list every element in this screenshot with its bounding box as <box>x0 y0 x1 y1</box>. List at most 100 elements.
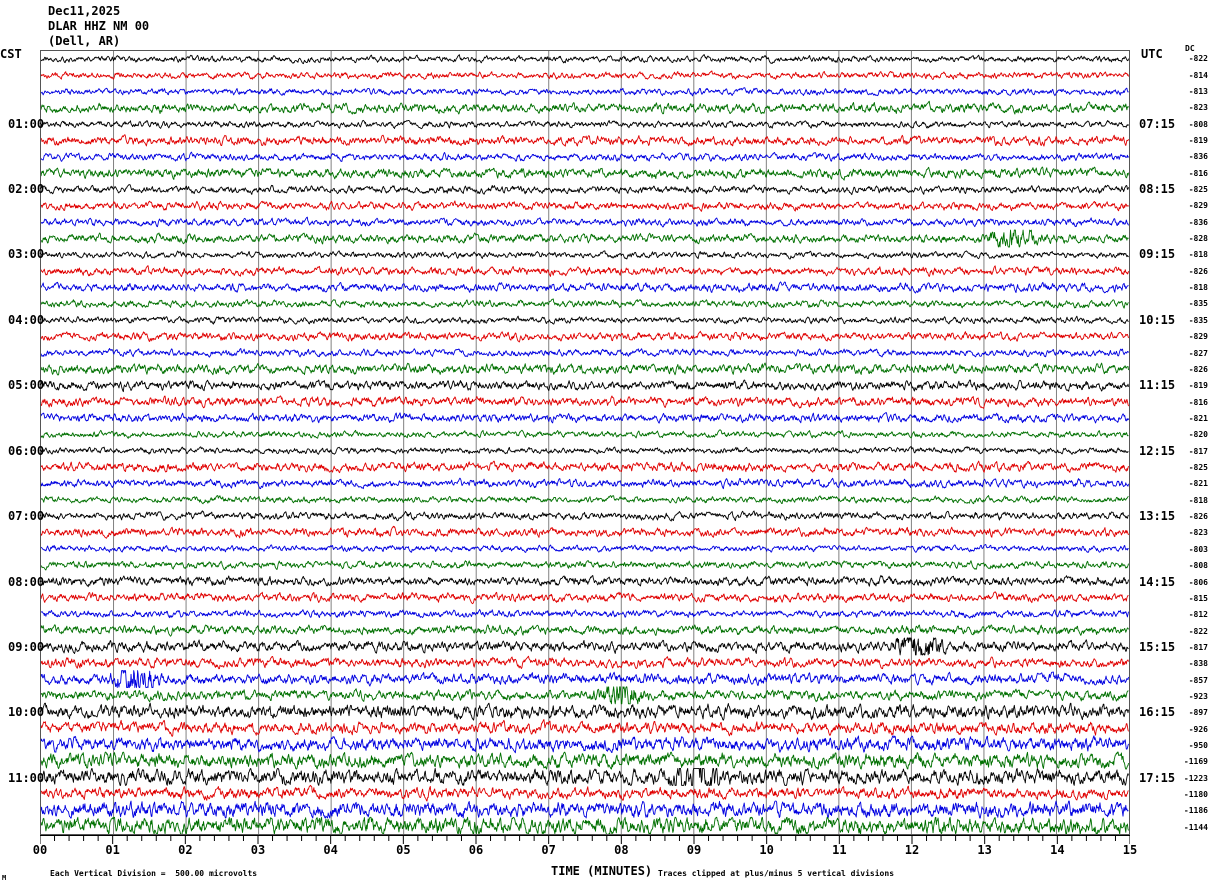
utc-tick-label: 11:15 <box>1139 378 1176 393</box>
x-tick-label: 08 <box>614 843 629 857</box>
dc-value: -1144 <box>1183 822 1208 832</box>
cst-tick-label: 04:00 <box>8 312 45 327</box>
dc-value: -1180 <box>1183 790 1208 800</box>
utc-tick-label: 17:15 <box>1139 770 1176 785</box>
dc-value: -1169 <box>1183 757 1208 767</box>
dc-value: -818 <box>1188 283 1208 293</box>
cst-tick-label: 11:00 <box>8 770 45 785</box>
utc-tick-label: 14:15 <box>1139 574 1176 589</box>
dc-value: -808 <box>1188 119 1208 129</box>
dc-value: -829 <box>1188 201 1208 211</box>
grid-layer <box>113 51 1057 834</box>
dc-value: -817 <box>1188 446 1208 456</box>
x-tick-label: 06 <box>468 843 484 857</box>
dc-value: -803 <box>1188 544 1208 554</box>
dc-value: -820 <box>1188 430 1208 440</box>
cst-tick-label: 07:00 <box>8 509 45 524</box>
cst-tick-label: 01:00 <box>8 116 45 131</box>
x-tick-label: 15 <box>1122 843 1138 857</box>
dc-value: -827 <box>1188 348 1208 358</box>
dc-value: -836 <box>1188 217 1208 227</box>
dc-value: -823 <box>1188 528 1208 538</box>
utc-tick-label: 10:15 <box>1139 312 1176 327</box>
utc-tick-label: 09:15 <box>1139 247 1176 262</box>
dc-value: -926 <box>1188 724 1208 734</box>
cst-tick-label: 06:00 <box>8 443 45 458</box>
dc-value: -806 <box>1188 577 1208 587</box>
header-location: (Dell, AR) <box>48 34 121 48</box>
cst-tick-label: 02:00 <box>8 182 45 196</box>
x-axis <box>40 835 1130 836</box>
dc-value: -822 <box>1188 54 1208 64</box>
dc-value: -816 <box>1188 168 1208 178</box>
dc-value: -825 <box>1188 463 1208 473</box>
clip-note: Traces clipped at plus/minus 5 vertical … <box>658 869 895 878</box>
corner-mark: M <box>2 874 7 882</box>
dc-value: -808 <box>1188 561 1208 571</box>
vertical-division-note: Each Vertical Division = 500.00 microvol… <box>50 869 258 878</box>
utc-tick-label: 08:15 <box>1139 182 1176 196</box>
dc-value: -1223 <box>1183 773 1208 783</box>
dc-value: -821 <box>1188 413 1208 423</box>
dc-value: -835 <box>1188 299 1208 309</box>
dc-value: -829 <box>1188 332 1208 342</box>
dc-value: -950 <box>1188 741 1208 751</box>
dc-value: -817 <box>1188 642 1208 652</box>
x-tick-label: 02 <box>178 843 193 857</box>
dc-value: -857 <box>1188 675 1208 685</box>
x-tick-label: 07 <box>541 843 556 857</box>
utc-tick-label: 16:15 <box>1139 705 1176 720</box>
x-tick-label: 01 <box>105 843 120 857</box>
x-tick-label: 12 <box>904 843 920 857</box>
x-tick-label: 10 <box>759 843 774 857</box>
utc-axis-label: UTC <box>1141 47 1163 61</box>
seismogram-plot[interactable] <box>40 50 1130 835</box>
dc-value: -813 <box>1188 86 1208 96</box>
x-tick-label: 09 <box>686 843 702 857</box>
utc-tick-label: 13:15 <box>1139 509 1176 524</box>
header-station: DLAR HHZ NM 00 <box>48 19 150 33</box>
dc-value: -823 <box>1188 103 1208 113</box>
x-tick-label: 04 <box>323 843 338 857</box>
dc-value: -812 <box>1188 610 1208 620</box>
x-tick-label: 00 <box>32 843 48 857</box>
dc-value: -822 <box>1188 626 1208 636</box>
utc-tick-label: 07:15 <box>1139 116 1176 131</box>
cst-tick-label: 03:00 <box>8 247 45 262</box>
cst-tick-label: 05:00 <box>8 378 45 393</box>
header-date: Dec11,2025 <box>48 4 121 18</box>
dc-value: -836 <box>1188 152 1208 162</box>
utc-tick-label: 12:15 <box>1139 443 1176 458</box>
cst-tick-label: 08:00 <box>8 574 45 589</box>
dc-value: -818 <box>1188 495 1208 505</box>
dc-value: -816 <box>1188 397 1208 407</box>
x-tick-label: 05 <box>396 843 411 857</box>
dc-column-label: DC <box>1185 44 1195 53</box>
x-axis-ticks <box>40 836 1130 844</box>
cst-axis-label: CST <box>0 47 22 61</box>
x-tick-label: 03 <box>250 843 266 857</box>
dc-value: -825 <box>1188 185 1208 194</box>
dc-value: -897 <box>1188 708 1208 718</box>
dc-value: -815 <box>1188 593 1208 603</box>
x-tick-label: 11 <box>832 843 847 857</box>
dc-value: -821 <box>1188 479 1208 489</box>
dc-value: -838 <box>1188 659 1208 669</box>
x-tick-label: 13 <box>977 843 992 857</box>
dc-value: -826 <box>1188 512 1208 522</box>
dc-value: -835 <box>1188 315 1208 325</box>
trace-layer <box>41 54 1129 834</box>
dc-value: -828 <box>1188 234 1208 244</box>
dc-value: -818 <box>1188 250 1208 260</box>
dc-value: -923 <box>1188 691 1208 701</box>
dc-value: -819 <box>1188 381 1208 391</box>
dc-value: -826 <box>1188 266 1208 276</box>
cst-tick-label: 10:00 <box>8 705 45 720</box>
cst-tick-label: 09:00 <box>8 639 45 654</box>
utc-tick-label: 15:15 <box>1139 639 1176 654</box>
dc-value: -819 <box>1188 135 1208 145</box>
dc-value: -814 <box>1188 70 1208 80</box>
x-tick-label: 14 <box>1050 843 1065 857</box>
dc-value: -826 <box>1188 364 1208 374</box>
dc-value: -1186 <box>1183 806 1208 816</box>
